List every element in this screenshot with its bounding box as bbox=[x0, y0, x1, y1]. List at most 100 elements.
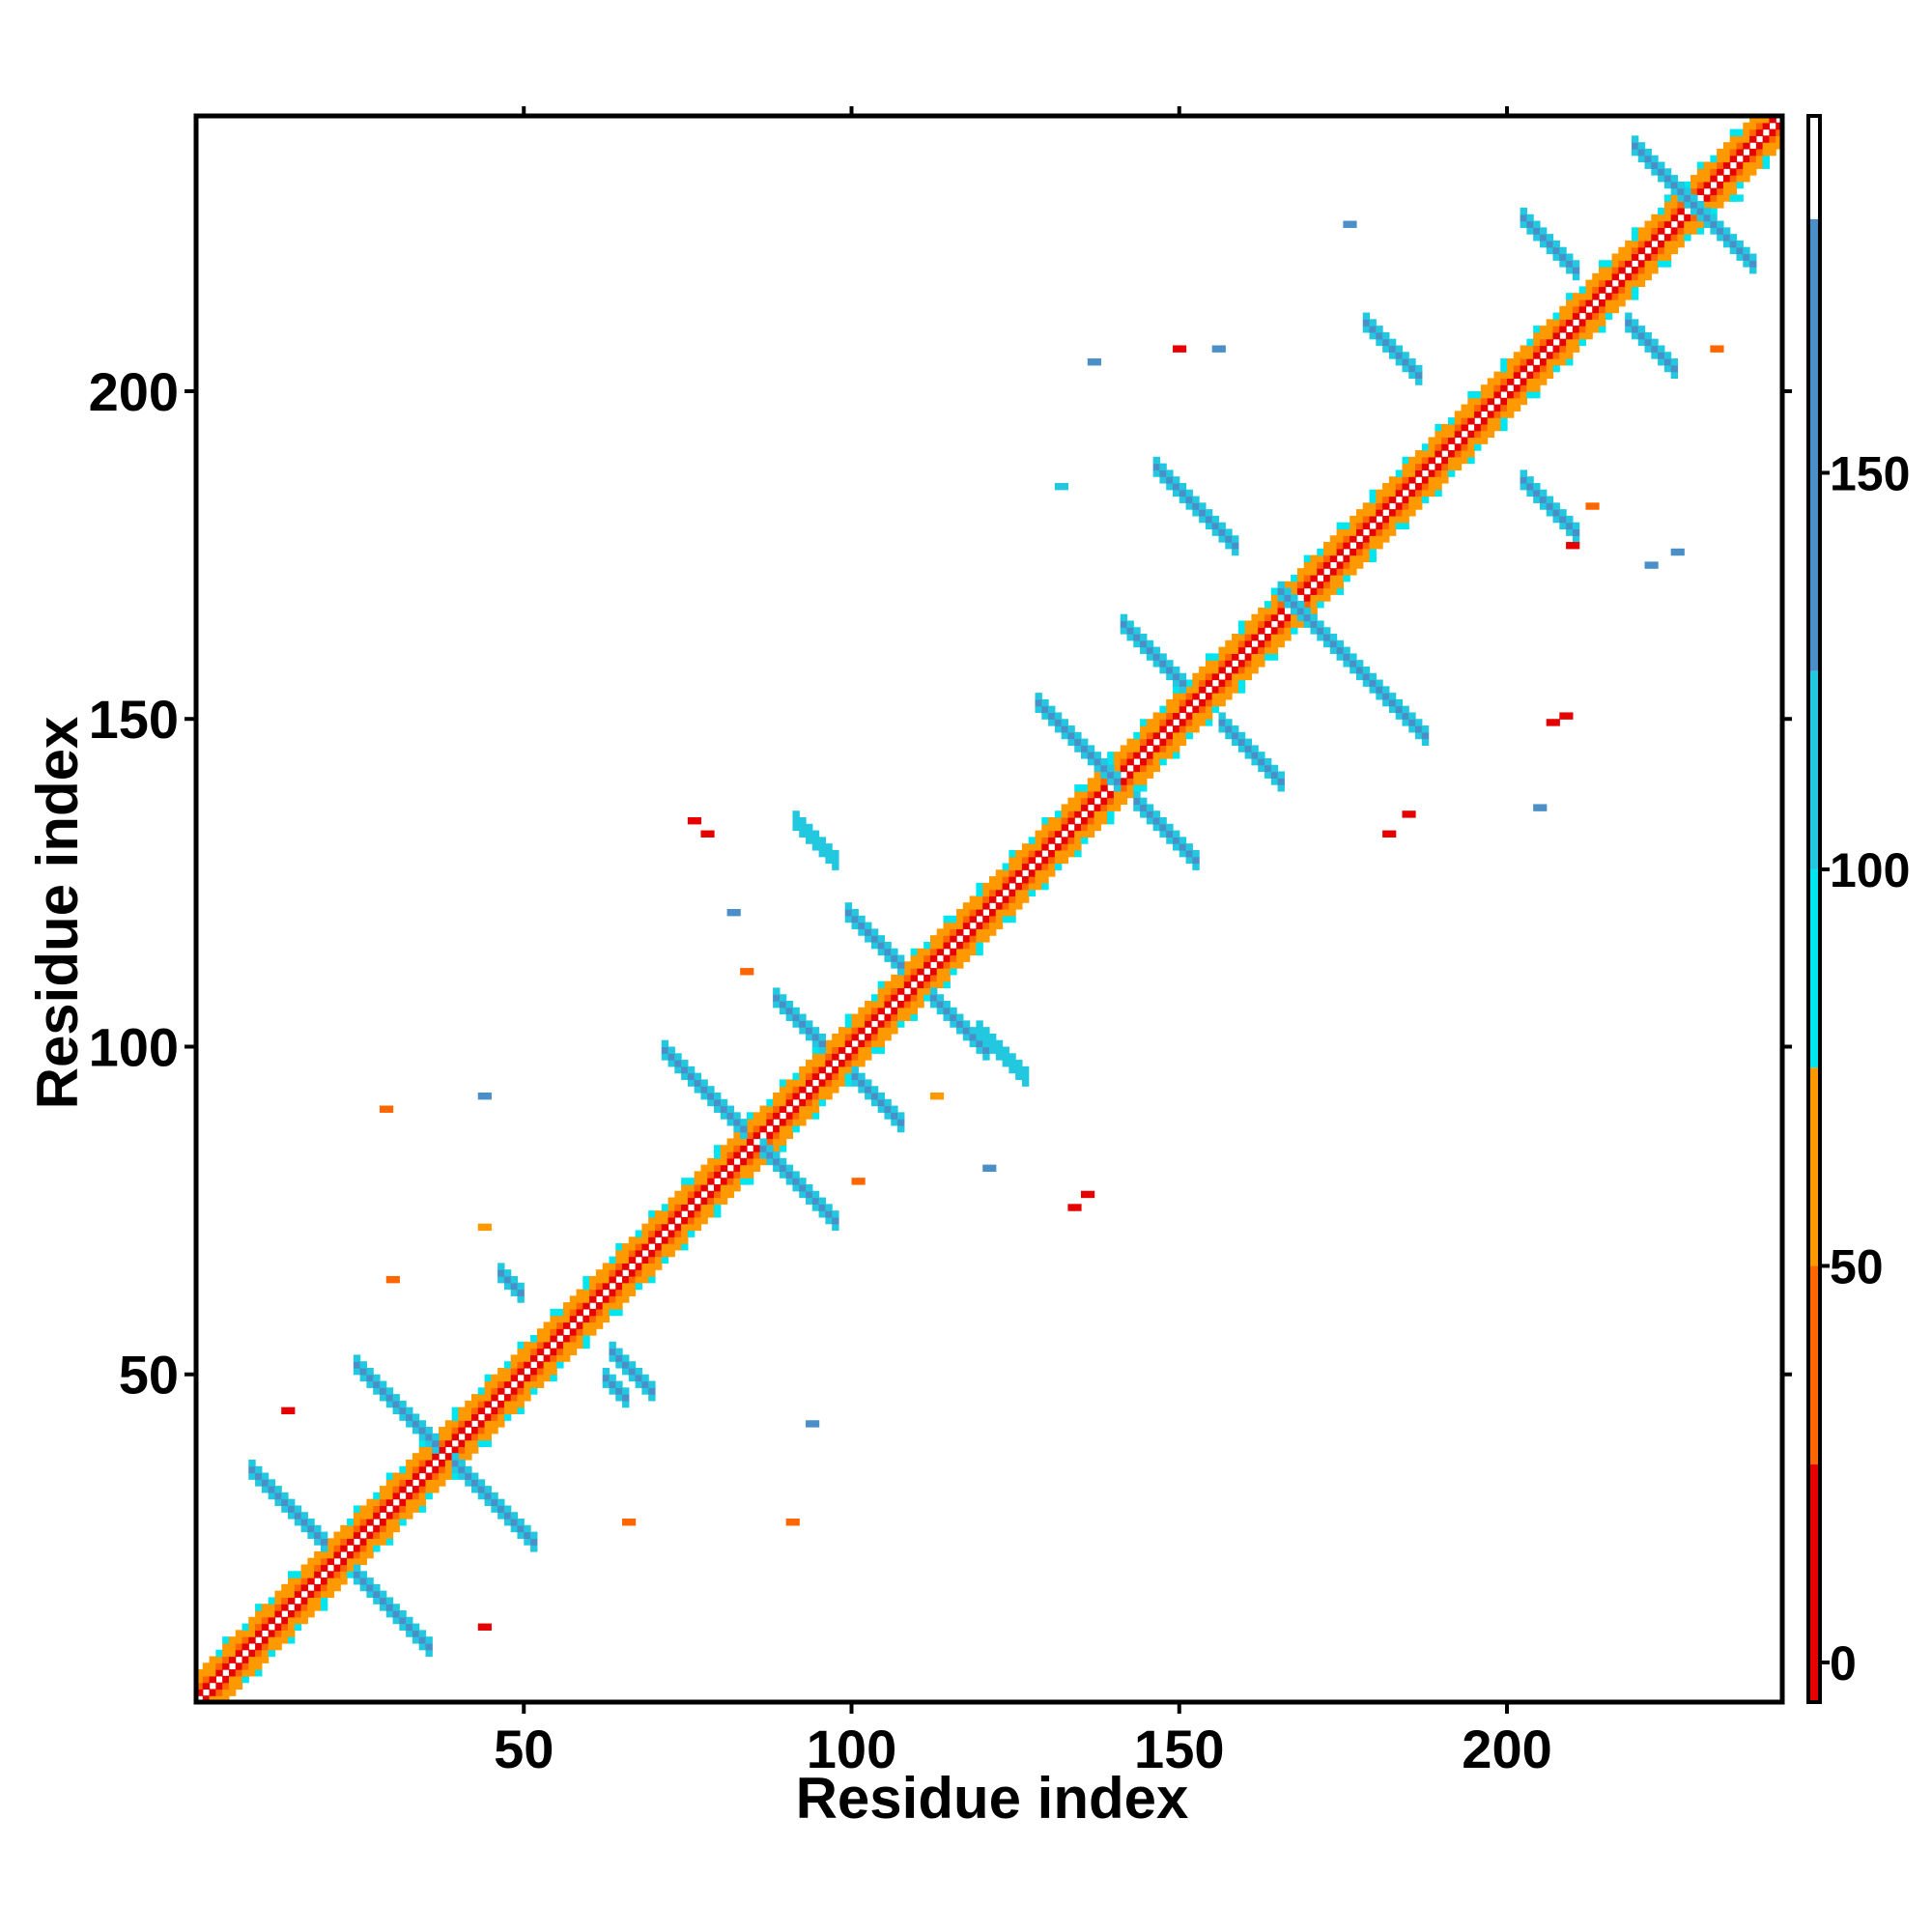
diagonal-cell bbox=[609, 1295, 616, 1303]
diagonal-cell bbox=[785, 1098, 794, 1107]
contact-band-cell bbox=[700, 1092, 708, 1100]
diagonal-cell bbox=[1336, 528, 1344, 536]
diagonal-cell bbox=[366, 1498, 374, 1507]
contact-band-cell bbox=[1355, 660, 1364, 668]
diagonal-cell bbox=[1179, 731, 1187, 740]
contact-band-cell bbox=[1140, 639, 1148, 648]
colorbar-tick-label: 50 bbox=[1830, 1239, 1884, 1293]
diagonal-cell bbox=[989, 922, 997, 929]
diagonal-cell bbox=[1199, 666, 1207, 674]
diagonal-cell bbox=[1035, 863, 1042, 870]
diagonal-cell bbox=[543, 1328, 551, 1336]
contact-band-cell bbox=[1395, 345, 1404, 353]
diagonal-cell bbox=[995, 902, 1004, 910]
contact-band-cell bbox=[294, 1519, 302, 1526]
diagonal-cell bbox=[1533, 378, 1541, 385]
contact-band-cell bbox=[1152, 653, 1161, 661]
contact-band-cell bbox=[1015, 1060, 1023, 1067]
contact-band-cell bbox=[1631, 148, 1639, 156]
contact-band-cell bbox=[1303, 607, 1312, 615]
diagonal-cell bbox=[917, 961, 924, 969]
diagonal-cell bbox=[1526, 352, 1534, 359]
contact-band-cell bbox=[451, 1459, 460, 1467]
diagonal-cell bbox=[753, 1119, 761, 1126]
diagonal-cell bbox=[294, 1577, 302, 1585]
diagonal-cell bbox=[248, 1636, 256, 1644]
diagonal-cell bbox=[1159, 719, 1167, 726]
contact-band-cell bbox=[1192, 502, 1200, 510]
contact-band-cell bbox=[1637, 338, 1646, 347]
contact-band-cell bbox=[1296, 613, 1305, 622]
contact-band-cell bbox=[1166, 823, 1174, 832]
diagonal-cell bbox=[1408, 476, 1416, 484]
contact-band-cell bbox=[884, 1098, 892, 1107]
diagonal-cell bbox=[1605, 305, 1613, 314]
contact-cell bbox=[1067, 1204, 1075, 1211]
diagonal-cell bbox=[1087, 810, 1095, 818]
contact-band-cell bbox=[891, 1105, 898, 1113]
diagonal-cell bbox=[1218, 686, 1226, 694]
diagonal-cell bbox=[1526, 390, 1534, 399]
diagonal-cell bbox=[333, 1545, 341, 1552]
contact-band-cell bbox=[1421, 731, 1430, 740]
diagonal-cell bbox=[1126, 784, 1134, 792]
contact-band-cell bbox=[1061, 731, 1069, 740]
diagonal-cell bbox=[589, 1321, 597, 1329]
contact-band-cell bbox=[1146, 646, 1154, 654]
diagonal-cell bbox=[536, 1328, 545, 1336]
diagonal-cell bbox=[1743, 142, 1750, 150]
diagonal-cell bbox=[950, 928, 957, 936]
diagonal-cell bbox=[1166, 719, 1174, 726]
contact-band-cell bbox=[844, 909, 853, 917]
contact-band-cell bbox=[1074, 731, 1082, 740]
diagonal-cell bbox=[648, 1269, 656, 1277]
diagonal-cell bbox=[524, 1348, 531, 1355]
contact-band-cell bbox=[465, 1472, 472, 1480]
diagonal-cell bbox=[268, 1649, 276, 1658]
contact-band-cell bbox=[353, 1577, 361, 1585]
contact-band-cell bbox=[503, 1282, 512, 1291]
contact-cell bbox=[929, 1092, 938, 1100]
diagonal-cell bbox=[1028, 876, 1037, 884]
diagonal-cell bbox=[1225, 639, 1233, 648]
diagonal-cell bbox=[412, 1505, 420, 1513]
diagonal-cell bbox=[1355, 548, 1364, 556]
contact-band-cell bbox=[1559, 515, 1567, 524]
diagonal-cell bbox=[1435, 469, 1442, 477]
contact-band-cell bbox=[806, 1190, 813, 1199]
diagonal-cell bbox=[1035, 869, 1042, 877]
diagonal-cell bbox=[1467, 430, 1475, 439]
contact-band-cell bbox=[1408, 719, 1416, 726]
diagonal-cell bbox=[1310, 574, 1318, 582]
diagonal-cell bbox=[451, 1472, 460, 1480]
diagonal-cell bbox=[1067, 804, 1075, 811]
contact-band-cell bbox=[989, 1039, 997, 1048]
contact-band-cell bbox=[851, 922, 859, 929]
diagonal-cell bbox=[1061, 837, 1069, 844]
diagonal-cell bbox=[1651, 260, 1659, 268]
diagonal-cell bbox=[314, 1583, 322, 1592]
contact-band-cell bbox=[1270, 764, 1279, 773]
diagonal-cell bbox=[524, 1380, 531, 1388]
diagonal-cell bbox=[884, 987, 892, 995]
contact-band-cell bbox=[1159, 463, 1167, 470]
diagonal-cell bbox=[1447, 450, 1456, 458]
contact-band-cell bbox=[1094, 764, 1101, 773]
diagonal-cell bbox=[418, 1459, 427, 1467]
contact-band-cell bbox=[1663, 364, 1672, 373]
diagonal-cell bbox=[746, 1138, 754, 1146]
diagonal-cell bbox=[1172, 698, 1180, 707]
diagonal-cell bbox=[255, 1623, 263, 1631]
diagonal-cell bbox=[274, 1604, 282, 1611]
diagonal-cell bbox=[1146, 764, 1154, 773]
diagonal-cell bbox=[392, 1519, 400, 1526]
contact-band-cell bbox=[366, 1380, 374, 1388]
diagonal-cell bbox=[399, 1472, 407, 1480]
diagonal-cell bbox=[1388, 515, 1397, 524]
contact-cell bbox=[1533, 804, 1541, 811]
contact-band-cell bbox=[530, 1545, 538, 1552]
diagonal-cell bbox=[281, 1623, 289, 1631]
diagonal-cell bbox=[1270, 653, 1279, 661]
diagonal-cell bbox=[779, 1124, 787, 1133]
diagonal-cell bbox=[576, 1289, 583, 1296]
